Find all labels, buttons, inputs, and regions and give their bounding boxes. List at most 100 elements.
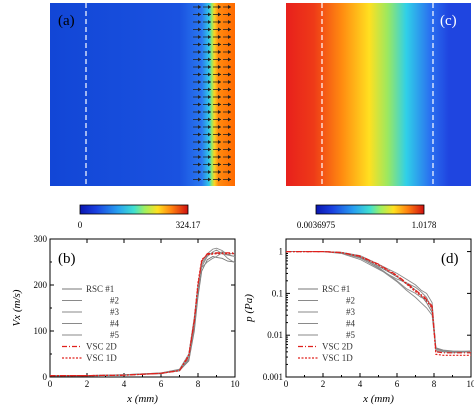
arrow-head [198, 65, 201, 69]
arrow-head [208, 42, 211, 47]
legend-label: #2 [346, 296, 355, 306]
arrow-head [228, 155, 231, 159]
colorbar-a [79, 204, 189, 215]
arrow-head [228, 80, 231, 84]
arrow-head [208, 155, 211, 159]
series-line [50, 253, 235, 377]
y-tick-label: 0.01 [267, 330, 283, 340]
x-tick-label: 8 [196, 379, 201, 389]
arrow-head [198, 5, 201, 9]
legend-label: VSC 2D [322, 342, 353, 352]
arrow-head [218, 155, 221, 159]
arrow-head [198, 27, 201, 32]
arrow-head [218, 95, 221, 99]
arrow-head [228, 95, 231, 99]
x-axis-label: x (mm) [362, 393, 394, 405]
panel-a: (a) 0 324.17 [50, 3, 235, 230]
arrow-head [198, 162, 201, 167]
arrow-head [208, 80, 211, 84]
legend-label: RSC #1 [86, 284, 114, 294]
legend-label: #5 [346, 330, 356, 340]
arrow-head [198, 87, 201, 92]
y-tick-label: 300 [34, 234, 48, 244]
y-tick-label: 200 [34, 280, 48, 290]
legend-label: RSC #1 [322, 284, 350, 294]
arrow-head [218, 50, 221, 54]
arrow-head [198, 20, 201, 24]
arrow-head [218, 27, 221, 32]
arrow-head [198, 147, 201, 152]
y-tick-label: 0.1 [272, 288, 283, 298]
x-tick-label: 6 [159, 379, 164, 389]
arrow-head [218, 57, 221, 62]
arrow-head [208, 110, 211, 114]
arrow-head [228, 170, 231, 174]
panel-c: (c) 0.0036975 1.0178 [286, 3, 471, 230]
colorbar-c-min: 0.0036975 [297, 220, 336, 230]
y-tick-label: 0.001 [263, 372, 283, 382]
series-line [286, 251, 472, 353]
panel-c-label: (c) [440, 13, 457, 29]
x-tick-label: 6 [395, 379, 400, 389]
legend-label: #4 [110, 319, 120, 329]
arrow-head [208, 35, 211, 39]
velocity-arrows [193, 5, 231, 182]
arrow-head [228, 42, 231, 47]
arrow-head [198, 170, 201, 174]
arrow-head [218, 170, 221, 174]
arrow-head [228, 20, 231, 24]
arrow-head [198, 132, 201, 137]
arrow-head [208, 95, 211, 99]
arrow-head [218, 125, 221, 129]
arrow-head [218, 132, 221, 137]
legend-label: #2 [110, 296, 119, 306]
arrow-head [228, 5, 231, 9]
x-tick-label: 0 [284, 379, 289, 389]
arrow-head [198, 42, 201, 47]
arrow-head [228, 125, 231, 129]
arrow-head [218, 35, 221, 39]
arrow-head [198, 12, 201, 17]
colorbar-c [315, 204, 425, 215]
arrow-head [218, 140, 221, 144]
plot-d: 0 2 4 6 8 10 0.001 0.01 0.1 1 x (mm) p (Pa) (d) RSC #… [243, 238, 474, 405]
arrow-head [228, 50, 231, 54]
legend-label: #5 [110, 330, 120, 340]
arrow-head [208, 50, 211, 54]
arrow-head [228, 177, 231, 182]
arrow-head [218, 177, 221, 182]
arrow-head [228, 27, 231, 32]
colorbar-a-min: 0 [78, 220, 83, 230]
y-tick-label: 0 [43, 372, 48, 382]
arrow-head [198, 140, 201, 144]
legend-label: #3 [110, 307, 120, 317]
x-tick-label: 10 [231, 379, 241, 389]
arrow-head [228, 117, 231, 122]
y-axis-label: Vx (m/s) [11, 289, 23, 326]
arrow-head [198, 50, 201, 54]
arrow-head [218, 162, 221, 167]
arrow-head [228, 162, 231, 167]
legend-label: VSC 2D [86, 342, 117, 352]
arrow-head [198, 35, 201, 39]
y-tick-label: 100 [34, 326, 48, 336]
legend-label: VSC 1D [322, 353, 353, 363]
arrow-head [218, 5, 221, 9]
arrow-head [228, 12, 231, 17]
series-line [49, 247, 236, 377]
arrow-head [208, 125, 211, 129]
pressure-field [286, 3, 471, 186]
x-tick-label: 2 [85, 379, 90, 389]
arrow-head [198, 125, 201, 129]
series-line [49, 249, 236, 377]
arrow-head [208, 5, 211, 9]
arrow-head [218, 72, 221, 77]
arrow-head [228, 132, 231, 137]
arrow-head [218, 42, 221, 47]
arrow-head [228, 72, 231, 77]
arrow-head [228, 65, 231, 69]
arrow-head [198, 72, 201, 77]
arrow-head [208, 87, 211, 92]
